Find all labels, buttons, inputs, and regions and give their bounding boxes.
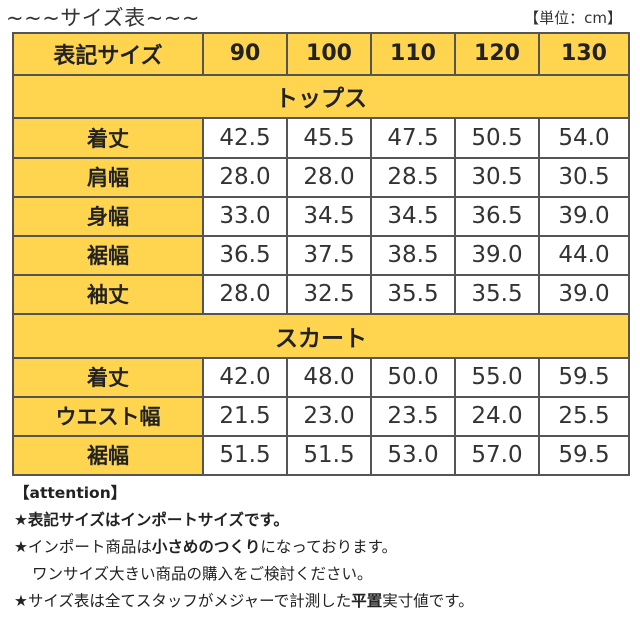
measurement-value: 57.0 <box>454 434 540 477</box>
measurement-value: 44.0 <box>538 234 630 276</box>
measurement-value: 53.0 <box>370 434 456 477</box>
size-table-body: 表記サイズ 90 100 110 120 130 トップス 着丈 42.5 45.5 47.5 5… <box>12 32 630 477</box>
measurement-value: 23.5 <box>370 395 456 437</box>
section-row: トップス <box>12 73 630 120</box>
measurement-value: 54.0 <box>538 117 630 159</box>
section-title: トップス <box>12 73 630 120</box>
measurement-value: 21.5 <box>202 395 288 437</box>
section-title: スカート <box>12 312 630 359</box>
section-row: スカート <box>12 312 630 359</box>
size-header-0: 90 <box>202 32 288 76</box>
measurement-value: 34.5 <box>370 195 456 237</box>
size-header-4: 130 <box>538 32 630 76</box>
measurement-value: 36.5 <box>454 195 540 237</box>
measurement-value: 59.5 <box>538 434 630 477</box>
measurement-value: 30.5 <box>454 156 540 198</box>
note-measurement-emphasis: 平置 <box>351 592 383 610</box>
measurement-value: 28.0 <box>286 156 372 198</box>
measurement-value: 50.0 <box>370 356 456 398</box>
measurement-value: 38.5 <box>370 234 456 276</box>
measurement-value: 39.0 <box>538 195 630 237</box>
measurement-value: 28.0 <box>202 156 288 198</box>
measurement-value: 55.0 <box>454 356 540 398</box>
measurement-value: 45.5 <box>286 117 372 159</box>
measurement-value: 35.5 <box>454 273 540 315</box>
unit-label: 【単位：cm】 <box>524 9 622 27</box>
measurement-row: 袖丈 28.0 32.5 35.5 35.5 39.0 <box>12 273 630 315</box>
measurement-label: 着丈 <box>12 117 204 159</box>
measurement-value: 59.5 <box>538 356 630 398</box>
notes-section: 【attention】 ★表記サイズはインポートサイズです。 ★インポート商品は… <box>14 480 630 615</box>
note-import-size: ★表記サイズはインポートサイズです。 <box>14 511 289 529</box>
measurement-value: 28.0 <box>202 273 288 315</box>
measurement-value: 42.5 <box>202 117 288 159</box>
note-size-up: ワンサイズ大きい商品の購入をご検討ください。 <box>32 565 373 583</box>
measurement-value: 33.0 <box>202 195 288 237</box>
size-table: 表記サイズ 90 100 110 120 130 トップス 着丈 42.5 45.5 47.5 5… <box>12 32 630 477</box>
corner-label: 表記サイズ <box>12 32 204 76</box>
measurement-value: 47.5 <box>370 117 456 159</box>
note-small-fit-c: になっております。 <box>260 538 398 556</box>
note-measurement-c: 実寸値です。 <box>382 592 474 610</box>
measurement-row: 肩幅 28.0 28.0 28.5 30.5 30.5 <box>12 156 630 198</box>
note-small-fit: ★インポート商品は小さめのつくりになっております。 <box>14 534 630 561</box>
measurement-value: 35.5 <box>370 273 456 315</box>
measurement-row: 裾幅 51.5 51.5 53.0 57.0 59.5 <box>12 434 630 477</box>
measurement-label: 肩幅 <box>12 156 204 198</box>
measurement-value: 48.0 <box>286 356 372 398</box>
measurement-value: 42.0 <box>202 356 288 398</box>
measurement-value: 30.5 <box>538 156 630 198</box>
size-header-row: 表記サイズ 90 100 110 120 130 <box>12 32 630 76</box>
attention-heading: 【attention】 <box>14 484 127 502</box>
measurement-label: ウエスト幅 <box>12 395 204 437</box>
measurement-value: 51.5 <box>202 434 288 477</box>
measurement-value: 39.0 <box>454 234 540 276</box>
measurement-value: 51.5 <box>286 434 372 477</box>
measurement-value: 36.5 <box>202 234 288 276</box>
measurement-label: 裾幅 <box>12 434 204 477</box>
measurement-value: 39.0 <box>538 273 630 315</box>
measurement-label: 裾幅 <box>12 234 204 276</box>
measurement-row: 身幅 33.0 34.5 34.5 36.5 39.0 <box>12 195 630 237</box>
size-header-1: 100 <box>286 32 372 76</box>
measurement-row: ウエスト幅 21.5 23.0 23.5 24.0 25.5 <box>12 395 630 437</box>
measurement-value: 37.5 <box>286 234 372 276</box>
measurement-value: 50.5 <box>454 117 540 159</box>
measurement-label: 袖丈 <box>12 273 204 315</box>
measurement-row: 裾幅 36.5 37.5 38.5 39.0 44.0 <box>12 234 630 276</box>
measurement-value: 23.0 <box>286 395 372 437</box>
measurement-label: 身幅 <box>12 195 204 237</box>
size-header-2: 110 <box>370 32 456 76</box>
measurement-value: 25.5 <box>538 395 630 437</box>
measurement-value: 32.5 <box>286 273 372 315</box>
note-measurement: ★サイズ表は全てスタッフがメジャーで計測した平置実寸値です。 <box>14 588 630 615</box>
measurement-value: 28.5 <box>370 156 456 198</box>
note-small-fit-a: ★インポート商品は <box>14 538 152 556</box>
measurement-value: 34.5 <box>286 195 372 237</box>
measurement-label: 着丈 <box>12 356 204 398</box>
note-small-fit-emphasis: 小さめのつくり <box>151 538 261 556</box>
measurement-row: 着丈 42.0 48.0 50.0 55.0 59.5 <box>12 356 630 398</box>
measurement-value: 24.0 <box>454 395 540 437</box>
note-measurement-a: ★サイズ表は全てスタッフがメジャーで計測した <box>14 592 352 610</box>
size-chart-title: ~~~サイズ表~~~ <box>6 6 200 30</box>
size-header-3: 120 <box>454 32 540 76</box>
measurement-row: 着丈 42.5 45.5 47.5 50.5 54.0 <box>12 117 630 159</box>
